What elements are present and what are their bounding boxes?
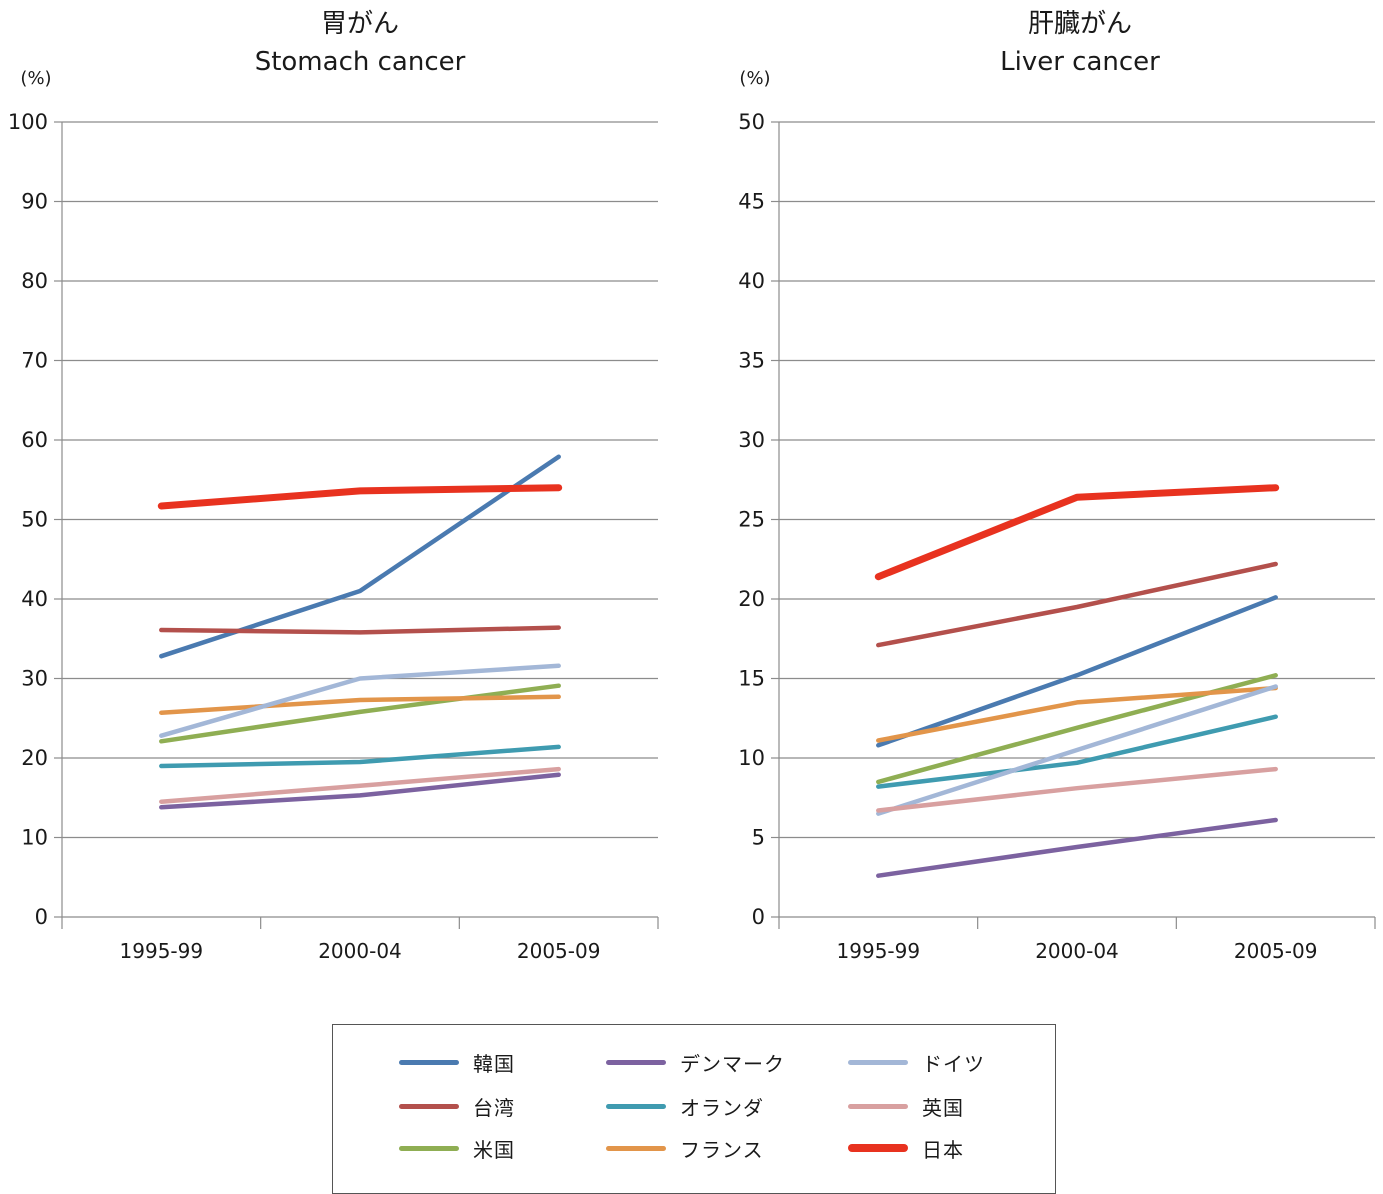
legend-swatch-france	[606, 1145, 666, 1151]
legend-label-japan: 日本	[922, 1137, 964, 1162]
y-tick-label-stomach: 90	[21, 190, 48, 214]
chart-title-stomach: 胃がん	[321, 9, 399, 39]
series-line-liver	[876, 595, 1278, 748]
series-line-liver	[876, 817, 1278, 878]
legend-item-taiwan: 台湾	[399, 1091, 515, 1121]
legend-swatch-japan	[848, 1144, 908, 1152]
legend-swatch-germany	[848, 1059, 908, 1065]
series-line-stomach	[159, 683, 561, 744]
chart-stomach: 胃がん Stomach cancer (%) 0 10 20 30 40 50 60 70 80 90 1…	[8, 9, 659, 963]
series-line-liver	[876, 561, 1278, 648]
y-tick-label-stomach: 100	[8, 110, 48, 134]
legend-item-uk: 英国	[848, 1091, 964, 1121]
legend-item-netherlands: オランダ	[606, 1091, 764, 1121]
series-line-stomach	[159, 744, 561, 769]
y-tick-label-stomach: 80	[21, 269, 48, 293]
legend-swatch-uk	[848, 1103, 908, 1109]
legend-label-usa: 米国	[473, 1137, 515, 1162]
legend-item-france: フランス	[606, 1133, 764, 1163]
legend-swatch-denmark	[606, 1059, 666, 1065]
series-line-liver	[876, 685, 1278, 743]
y-tick-label-stomach: 60	[21, 428, 48, 452]
y-unit-liver: (%)	[739, 68, 770, 89]
x-tick-label-liver: 2000-04	[1035, 939, 1119, 963]
legend-label-netherlands: オランダ	[680, 1095, 764, 1120]
y-tick-label-liver: 10	[738, 746, 765, 770]
series-line-liver	[874, 484, 1280, 581]
legend-item-germany: ドイツ	[848, 1047, 985, 1077]
series-line-stomach	[157, 484, 563, 510]
legend-label-france: フランス	[680, 1137, 764, 1162]
y-tick-label-liver: 5	[752, 826, 765, 850]
chart-liver: 肝臓がん Liver cancer (%) 0 5 10 15 20 25 30 35 40 45 50 1…	[738, 9, 1376, 963]
series-line-stomach	[159, 766, 561, 804]
y-tick-label-liver: 25	[738, 508, 765, 532]
series-line-liver	[876, 714, 1278, 789]
legend-swatch-usa	[399, 1145, 459, 1151]
x-tick-label-stomach: 2000-04	[318, 939, 402, 963]
y-tick-label-liver: 0	[752, 905, 765, 929]
y-tick-label-stomach: 20	[21, 746, 48, 770]
y-tick-label-stomach: 0	[35, 905, 48, 929]
series-line-stomach	[159, 663, 561, 738]
legend-label-taiwan: 台湾	[473, 1095, 515, 1120]
y-tick-label-liver: 15	[738, 667, 765, 691]
series-line-stomach	[159, 772, 561, 810]
legend-swatch-korea	[399, 1059, 459, 1065]
chart-subtitle-liver: Liver cancer	[1000, 47, 1160, 77]
series-line-stomach	[159, 694, 561, 715]
legend-label-denmark: デンマーク	[680, 1051, 785, 1076]
y-tick-label-liver: 30	[738, 428, 765, 452]
series-line-stomach	[159, 625, 561, 635]
legend-label-germany: ドイツ	[922, 1051, 985, 1076]
chart-title-liver: 肝臓がん	[1028, 9, 1132, 39]
legend-swatch-taiwan	[399, 1103, 459, 1109]
legend-item-denmark: デンマーク	[606, 1047, 785, 1077]
y-tick-label-stomach: 30	[21, 667, 48, 691]
series-line-liver	[876, 684, 1278, 816]
x-tick-label-liver: 1995-99	[837, 939, 921, 963]
y-tick-label-liver: 45	[738, 190, 765, 214]
legend-label-uk: 英国	[922, 1095, 964, 1120]
x-tick-label-liver: 2005-09	[1234, 939, 1318, 963]
series-line-liver	[876, 766, 1278, 813]
x-tick-label-stomach: 1995-99	[120, 939, 204, 963]
y-tick-label-stomach: 10	[21, 826, 48, 850]
legend-item-usa: 米国	[399, 1133, 515, 1163]
y-tick-label-stomach: 40	[21, 587, 48, 611]
chart-subtitle-stomach: Stomach cancer	[255, 47, 466, 77]
y-tick-label-liver: 20	[738, 587, 765, 611]
series-line-stomach	[159, 454, 561, 659]
legend-item-korea: 韓国	[399, 1047, 515, 1077]
y-tick-label-liver: 40	[738, 269, 765, 293]
legend-item-japan: 日本	[848, 1133, 964, 1163]
legend-swatch-netherlands	[606, 1103, 666, 1109]
y-tick-label-stomach: 70	[21, 349, 48, 373]
y-tick-label-liver: 50	[738, 110, 765, 134]
y-tick-label-liver: 35	[738, 349, 765, 373]
y-tick-label-stomach: 50	[21, 508, 48, 532]
x-tick-label-stomach: 2005-09	[517, 939, 601, 963]
legend-label-korea: 韓国	[473, 1051, 515, 1076]
legend: 韓国 デンマーク ドイツ 台湾 オランダ 英国 米国 フランス	[332, 1024, 1056, 1194]
y-unit-stomach: (%)	[20, 68, 51, 89]
